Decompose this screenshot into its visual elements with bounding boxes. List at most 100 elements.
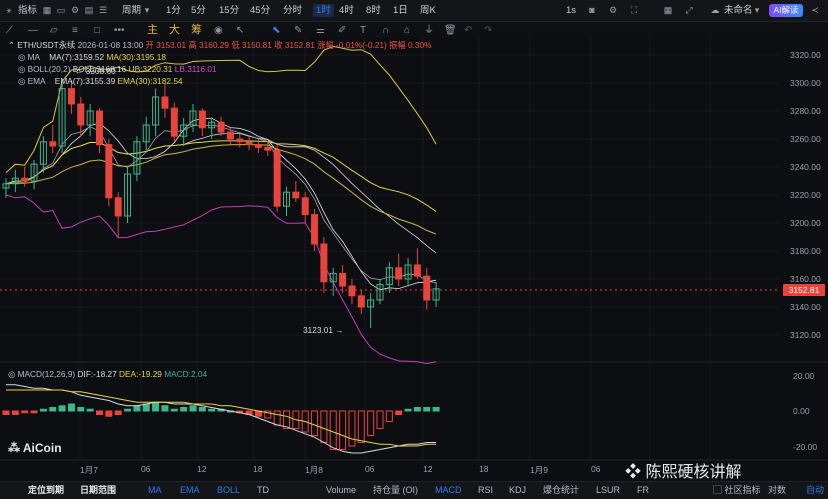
share-icon[interactable]: ≺ xyxy=(811,5,819,15)
pen-icon[interactable]: ✐ xyxy=(338,25,347,36)
periods-dropdown[interactable]: 周期 xyxy=(122,5,142,16)
main-force-button[interactable]: 主 xyxy=(147,24,158,36)
interval-tab-6[interactable]: 4时 xyxy=(339,5,354,16)
camera-icon[interactable]: ◙ xyxy=(589,5,595,15)
macd-histogram-bar xyxy=(67,403,75,412)
interval-tab-7[interactable]: 8时 xyxy=(366,5,381,16)
ma7-line xyxy=(5,117,437,291)
indicator-rsi[interactable]: RSI xyxy=(478,485,494,495)
redo-icon[interactable]: ↷ xyxy=(484,25,493,36)
interval-tab-2[interactable]: 15分 xyxy=(219,5,240,16)
ruler-icon[interactable]: ⚌ xyxy=(316,25,325,36)
dif-line xyxy=(6,384,437,454)
macd-histogram-bar xyxy=(161,405,169,412)
big-order-button[interactable]: 大 xyxy=(169,24,180,36)
macd-histogram-bar xyxy=(329,410,337,450)
macd-histogram-bar xyxy=(273,410,281,426)
select-icon[interactable]: ⬉ xyxy=(272,25,281,36)
candle-body xyxy=(152,96,160,126)
eye-icon[interactable]: ◉ xyxy=(214,25,223,36)
candle-body xyxy=(385,267,393,286)
interval-tab-8[interactable]: 1日 xyxy=(393,5,408,16)
trendline-icon[interactable]: ⟋ xyxy=(6,25,13,36)
compare-icon[interactable]: ▤ xyxy=(84,5,94,15)
cursor-icon[interactable]: ↖ xyxy=(236,25,245,36)
macd-histogram-bar xyxy=(114,410,122,415)
indicator-ma[interactable]: MA xyxy=(148,485,162,495)
filter-icon[interactable]: ⏚ xyxy=(424,25,434,36)
grid-icon[interactable]: ▦ xyxy=(42,5,52,15)
eye-icon[interactable]: ◎ xyxy=(8,369,16,379)
candle-body xyxy=(217,121,225,133)
chips-button[interactable]: 筹 xyxy=(191,24,202,36)
macd-histogram-bar xyxy=(86,408,94,412)
magnet-icon[interactable]: ∩ xyxy=(382,25,390,36)
interval-tab-9[interactable]: 周K xyxy=(420,5,436,16)
template-dropdown[interactable]: 未命名 xyxy=(724,5,753,16)
eye-icon[interactable]: ◎ xyxy=(18,64,26,74)
eye-icon[interactable]: ◎ xyxy=(18,52,26,62)
interval-tab-0[interactable]: 1分 xyxy=(166,5,181,16)
indicator-macd[interactable]: MACD xyxy=(435,485,462,495)
chevron-icon[interactable]: ⌃ xyxy=(8,40,15,50)
indicator-lsur[interactable]: LSUR xyxy=(596,485,621,495)
indicator-icon[interactable]: ⚹ xyxy=(6,5,12,15)
candle-body xyxy=(395,267,403,280)
interval-tab-5[interactable]: 1时 xyxy=(313,4,334,17)
indicator-oi[interactable]: 持仓量 (OI) xyxy=(373,485,418,495)
date-range-button[interactable]: 日期范围 xyxy=(80,485,117,495)
ma-label: MA xyxy=(27,52,41,62)
candle-body xyxy=(77,103,85,126)
position-button[interactable]: 定位到期 xyxy=(28,485,65,495)
interval-tab-1[interactable]: 5分 xyxy=(191,5,206,16)
lock-icon[interactable]: ⌂ xyxy=(404,25,411,36)
aicoin-logo: ⁂ AiCoin xyxy=(8,441,62,455)
indicator-ema[interactable]: EMA xyxy=(180,485,200,495)
ai-analysis-button[interactable]: AI解读 xyxy=(769,4,803,17)
fib-icon[interactable]: ≡ xyxy=(72,25,78,36)
dots-icon[interactable]: ••• xyxy=(114,25,125,36)
indicator-kdj[interactable]: KDJ xyxy=(509,485,527,495)
macd-histogram-bar xyxy=(142,403,150,412)
parallel-icon[interactable]: ▱ xyxy=(50,25,58,36)
tool-icon[interactable]: ⚙ xyxy=(70,5,80,15)
text-icon[interactable]: T xyxy=(360,25,367,36)
indicator-volume[interactable]: Volume xyxy=(326,485,357,495)
trash-icon[interactable]: 🗑 xyxy=(444,25,457,36)
indicator-td[interactable]: TD xyxy=(257,485,269,495)
undo-icon[interactable]: ↶ xyxy=(464,25,473,36)
expand-icon[interactable]: ⤢ xyxy=(685,5,693,15)
rect-icon[interactable]: □ xyxy=(94,25,101,36)
layout-icon[interactable]: ▭ xyxy=(56,5,66,15)
current-price-tag: 3152.81 xyxy=(783,284,825,296)
indicator-liquidation[interactable]: 爆仓统计 xyxy=(543,485,580,495)
price-tick: 3220.00 xyxy=(790,190,821,200)
chevron-down-icon[interactable]: ▾ xyxy=(754,5,760,15)
candle-body xyxy=(376,284,384,301)
speed-selector[interactable]: 1s xyxy=(566,5,577,16)
layout-grid-icon[interactable]: ▦ xyxy=(663,5,673,15)
ma-legend: ◎ MA MA(7):3159.52 MA(30):3195.18 xyxy=(18,52,166,62)
candle-body xyxy=(133,141,141,175)
menu-icon[interactable]: ☰ xyxy=(98,5,108,15)
candle-body xyxy=(320,243,328,283)
eye-icon[interactable]: ◎ xyxy=(18,76,26,86)
macd-histogram-bar xyxy=(339,410,347,450)
macd-histogram-bar xyxy=(311,410,319,436)
indicators-button[interactable]: 指标 xyxy=(18,5,38,16)
bottom-indicator-bar: 定位到期 日期范围 MA EMA BOLL TD Volume 持仓量 (OI)… xyxy=(0,481,828,499)
auto-toggle[interactable]: 自动 xyxy=(806,485,825,495)
log-toggle[interactable]: 对数 xyxy=(768,485,787,495)
indicator-boll[interactable]: BOLL xyxy=(217,485,241,495)
indicator-fr[interactable]: FR xyxy=(637,485,649,495)
fullscreen-icon[interactable]: ⛶ xyxy=(630,5,638,15)
interval-tab-3[interactable]: 45分 xyxy=(250,5,271,16)
interval-tab-4[interactable]: 分时 xyxy=(283,5,303,16)
settings-icon[interactable]: ⚙ xyxy=(608,5,618,15)
cloud-icon[interactable]: ☁ xyxy=(710,5,720,15)
brush-icon[interactable]: ✎ xyxy=(294,25,303,36)
community-indicators[interactable]: ▢ 社区指标 xyxy=(713,485,761,495)
chevron-down-icon[interactable]: ▾ xyxy=(144,5,150,15)
horizontal-line-icon[interactable]: — xyxy=(28,25,38,36)
